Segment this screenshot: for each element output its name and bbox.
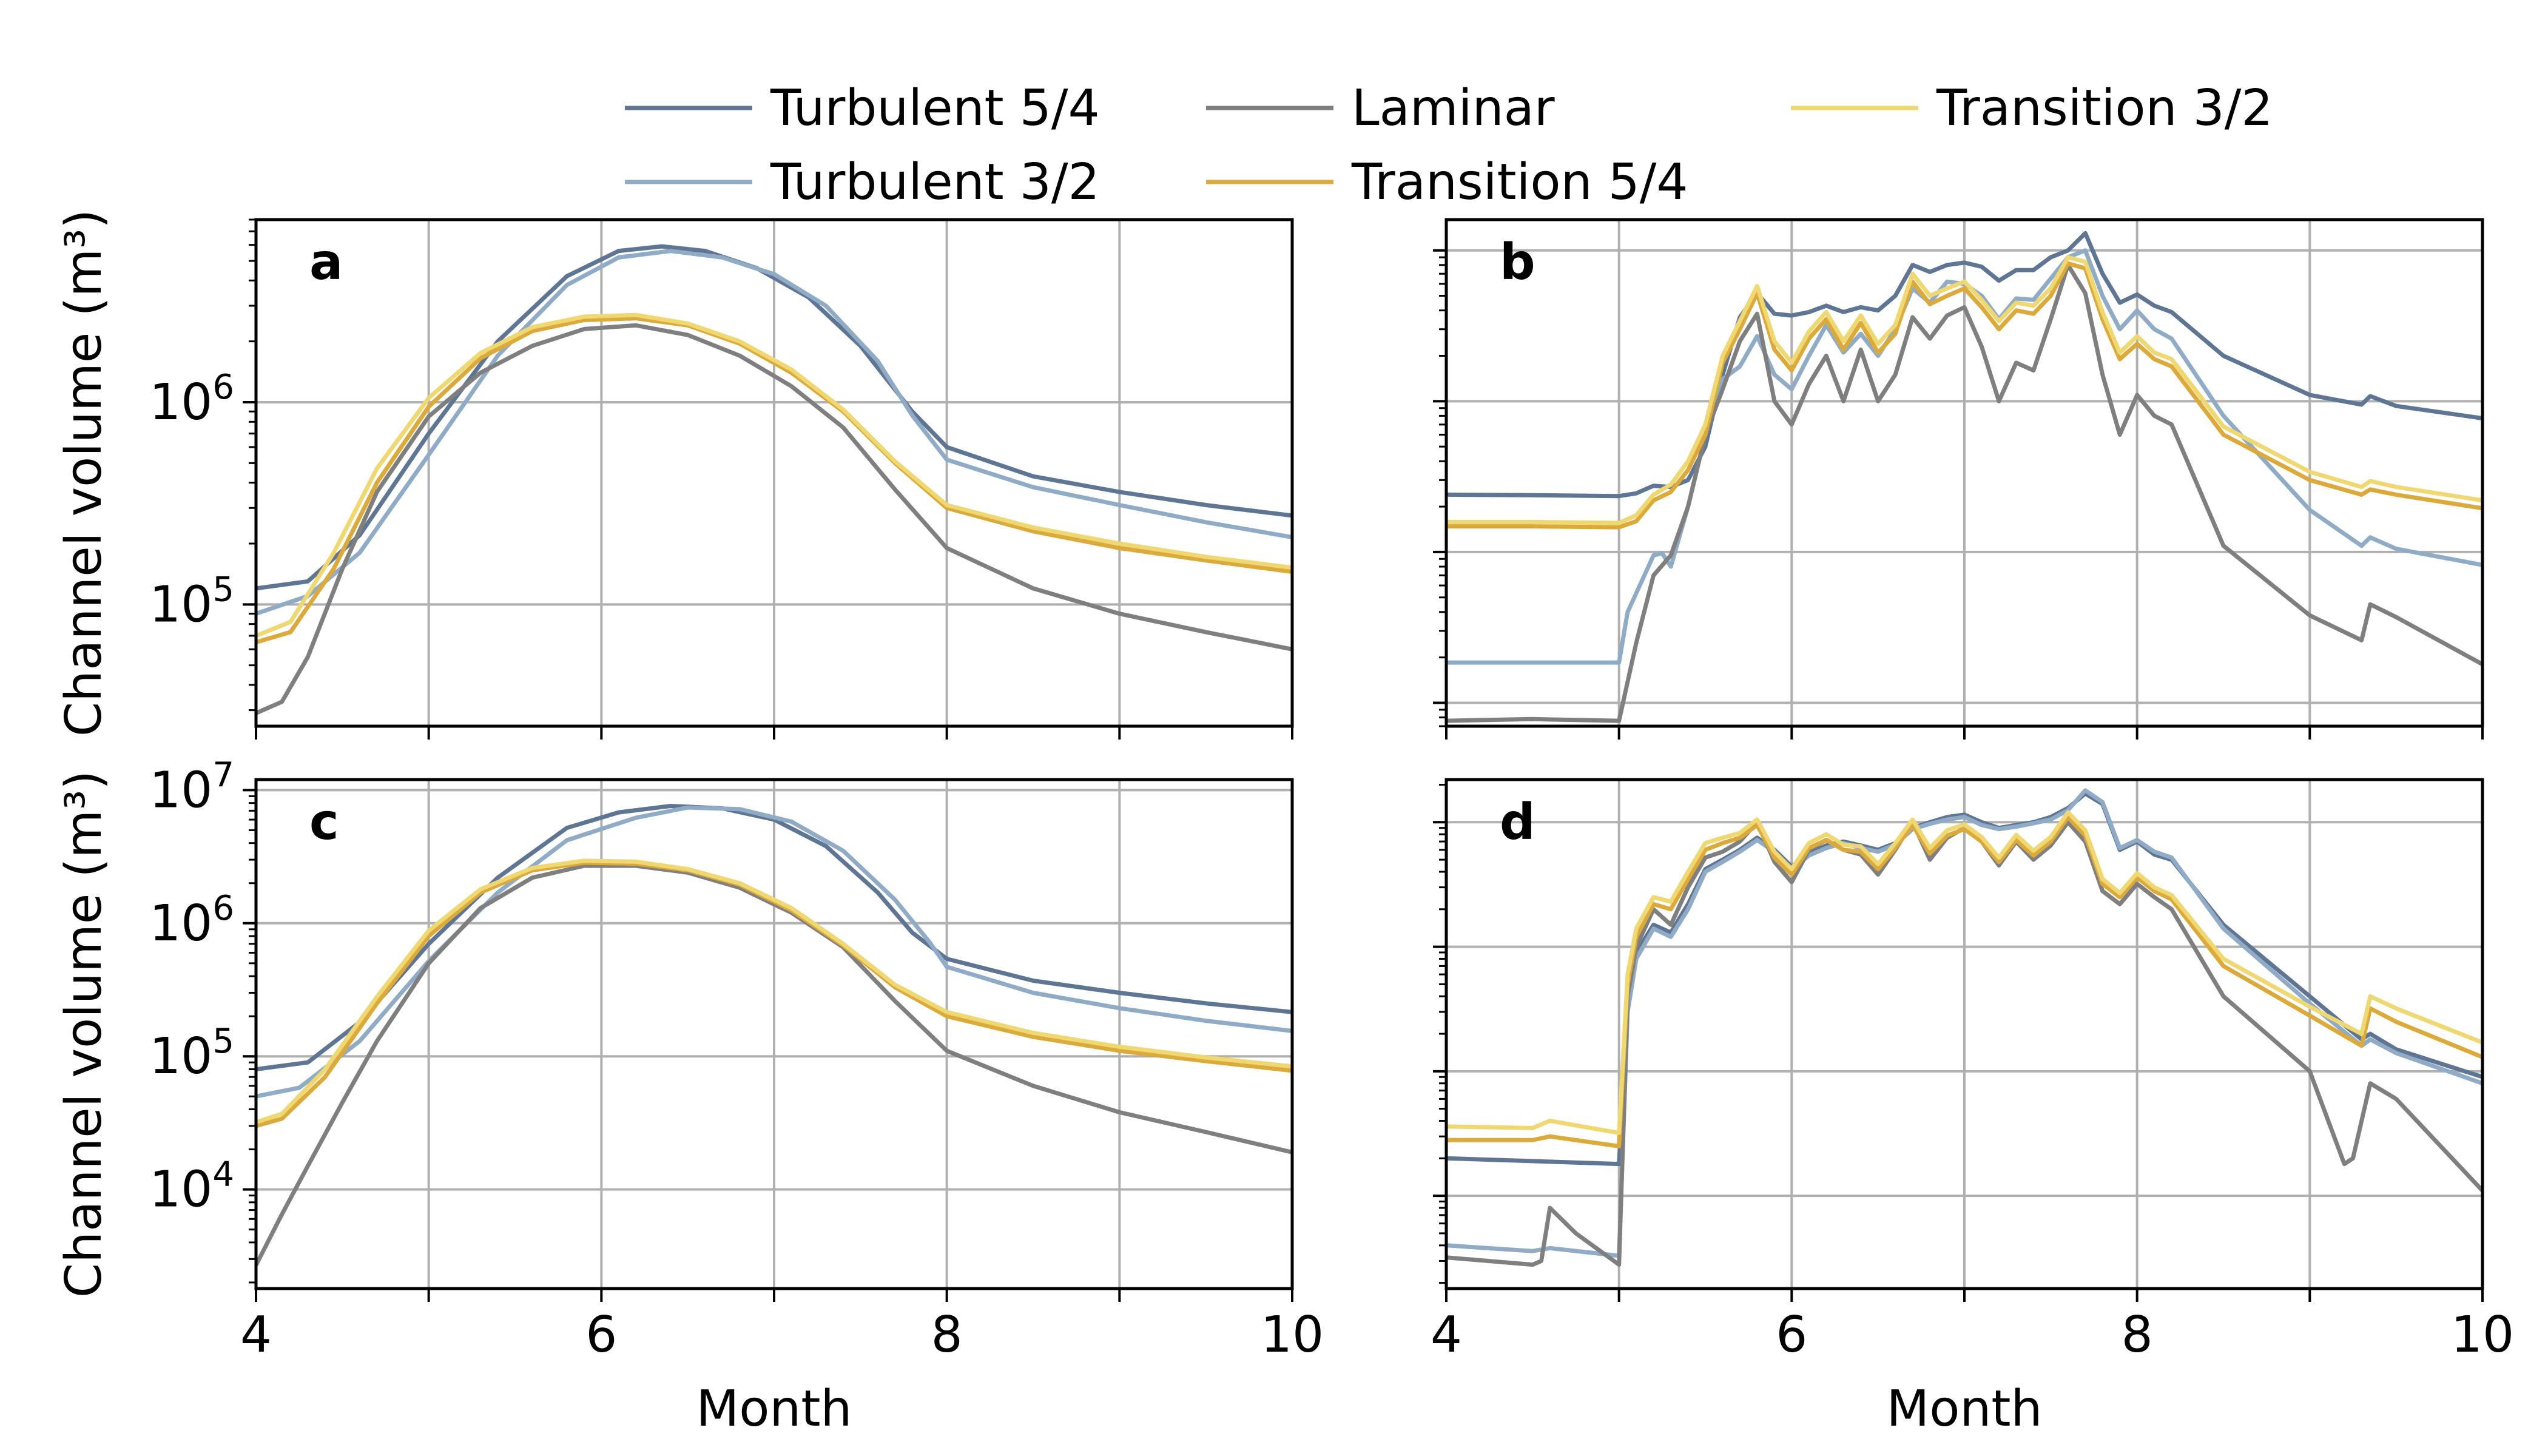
- legend-label: Turbulent 5/4: [770, 79, 1100, 137]
- panel-label: b: [1500, 234, 1535, 291]
- legend-label: Transition 3/2: [1936, 79, 2273, 137]
- tick-label-y: 105: [149, 570, 234, 633]
- y-axis-label: Channel volume (m³): [55, 770, 113, 1298]
- tick-label-y: 106: [149, 889, 234, 952]
- series-line: [1446, 263, 2482, 723]
- series-line: [256, 804, 1292, 1071]
- tick-label-x: 8: [2122, 1306, 2153, 1364]
- series-line: [1446, 261, 2482, 530]
- tick-label-y: 105: [149, 1022, 234, 1085]
- series-line: [1446, 815, 2482, 1148]
- tick-label-x: 6: [585, 1306, 617, 1364]
- legend: Turbulent 5/4 Turbulent 3/2 Laminar Transit…: [625, 79, 2273, 211]
- tick-label-x: 4: [1431, 1306, 1462, 1364]
- series-line: [256, 858, 1292, 1125]
- series-group: [1446, 231, 2482, 723]
- series-line: [1446, 255, 2482, 525]
- panel-label: a: [309, 234, 343, 291]
- axes-frame: [254, 218, 1294, 728]
- axes-frame: [254, 778, 1294, 1290]
- panel-label: d: [1500, 794, 1535, 851]
- tick-label-x: 10: [1261, 1306, 1324, 1364]
- y-axis-label: Channel volume (m³): [55, 209, 113, 736]
- x-axis-label: Month: [696, 1380, 852, 1438]
- series-line: [256, 863, 1292, 1266]
- panel-d: 4 6 8 10 Month d: [1431, 778, 2514, 1438]
- series-group: [1446, 788, 2482, 1267]
- tick-label-x: 8: [931, 1306, 963, 1364]
- series-line: [256, 323, 1292, 715]
- series-line: [256, 805, 1292, 1099]
- panel-label: c: [309, 794, 339, 851]
- panel-b: b: [1433, 218, 2484, 740]
- series-line: [1446, 810, 2482, 1135]
- x-axis-label: Month: [1886, 1380, 2042, 1438]
- panel-a: 105 106 Channel volume (m³) a: [55, 209, 1294, 740]
- series-line: [1446, 788, 2482, 1258]
- axes-frame: [1444, 778, 2484, 1290]
- series-group: [256, 244, 1292, 715]
- panel-c: 104 105 106 107 4 6 8 10 Month Channel volume (m³…: [55, 755, 1324, 1438]
- tick-label-x: 10: [2451, 1306, 2514, 1364]
- axes-frame: [1444, 218, 2484, 728]
- legend-label: Transition 5/4: [1351, 153, 1688, 211]
- tick-label-x: 4: [240, 1306, 272, 1364]
- tick-label-y: 104: [149, 1155, 234, 1219]
- series-group: [256, 804, 1292, 1266]
- legend-label: Laminar: [1352, 79, 1555, 137]
- tick-label-x: 6: [1776, 1306, 1807, 1364]
- series-line: [256, 249, 1292, 616]
- legend-label: Turbulent 3/2: [770, 153, 1100, 211]
- tick-label-y: 106: [149, 368, 234, 431]
- tick-label-y: 107: [149, 755, 234, 819]
- series-line: [256, 312, 1292, 638]
